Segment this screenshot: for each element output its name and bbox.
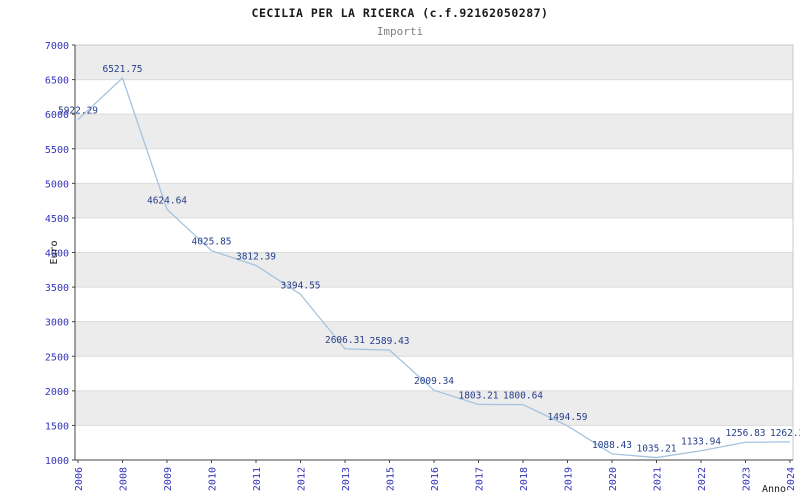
svg-text:1035.21: 1035.21 <box>636 444 676 455</box>
svg-text:2023: 2023 <box>742 467 753 491</box>
svg-text:5000: 5000 <box>45 179 69 190</box>
svg-text:6521.75: 6521.75 <box>102 64 142 75</box>
svg-text:3500: 3500 <box>45 283 69 294</box>
svg-text:2016: 2016 <box>430 467 441 491</box>
svg-text:2024: 2024 <box>786 467 797 491</box>
svg-text:2019: 2019 <box>564 467 575 491</box>
svg-text:Euro: Euro <box>49 240 60 264</box>
svg-text:1500: 1500 <box>45 421 69 432</box>
svg-text:2006: 2006 <box>74 467 85 491</box>
svg-text:3394.55: 3394.55 <box>280 280 320 291</box>
svg-text:2017: 2017 <box>475 467 486 491</box>
svg-text:1000: 1000 <box>45 456 69 467</box>
svg-text:1256.83: 1256.83 <box>725 428 765 439</box>
svg-text:1494.59: 1494.59 <box>547 412 587 423</box>
svg-text:4624.64: 4624.64 <box>147 195 187 206</box>
svg-text:4000: 4000 <box>45 249 69 260</box>
svg-text:2589.43: 2589.43 <box>369 336 409 347</box>
svg-text:1133.94: 1133.94 <box>681 437 721 448</box>
svg-text:5922.29: 5922.29 <box>58 106 98 117</box>
svg-text:6000: 6000 <box>45 110 69 121</box>
chart-subtitle: Importi <box>376 25 424 38</box>
svg-text:2020: 2020 <box>608 467 619 491</box>
svg-text:Anno: Anno <box>762 484 786 495</box>
svg-text:2000: 2000 <box>45 387 69 398</box>
svg-text:2010: 2010 <box>208 467 219 491</box>
svg-text:2009: 2009 <box>163 467 174 491</box>
svg-text:7000: 7000 <box>45 41 69 52</box>
svg-text:2008: 2008 <box>119 467 130 491</box>
svg-text:1262.27: 1262.27 <box>770 428 800 439</box>
svg-text:2021: 2021 <box>653 467 664 491</box>
svg-text:6500: 6500 <box>45 76 69 87</box>
svg-text:2606.31: 2606.31 <box>325 335 365 346</box>
svg-text:2500: 2500 <box>45 352 69 363</box>
svg-text:2018: 2018 <box>519 467 530 491</box>
svg-text:3812.39: 3812.39 <box>236 251 276 262</box>
svg-text:2011: 2011 <box>252 467 263 491</box>
svg-text:2015: 2015 <box>386 467 397 491</box>
svg-text:2009.34: 2009.34 <box>414 376 454 387</box>
svg-text:4500: 4500 <box>45 214 69 225</box>
chart-title: CECILIA PER LA RICERCA (c.f.92162050287) <box>251 6 549 20</box>
svg-text:3000: 3000 <box>45 318 69 329</box>
svg-text:1088.43: 1088.43 <box>592 440 632 451</box>
svg-text:1803.21: 1803.21 <box>458 390 498 401</box>
svg-text:4025.85: 4025.85 <box>191 237 231 248</box>
svg-text:2012: 2012 <box>297 467 308 491</box>
svg-text:2022: 2022 <box>697 467 708 491</box>
svg-text:1800.64: 1800.64 <box>503 391 543 402</box>
svg-text:5500: 5500 <box>45 145 69 156</box>
svg-text:2013: 2013 <box>341 467 352 491</box>
